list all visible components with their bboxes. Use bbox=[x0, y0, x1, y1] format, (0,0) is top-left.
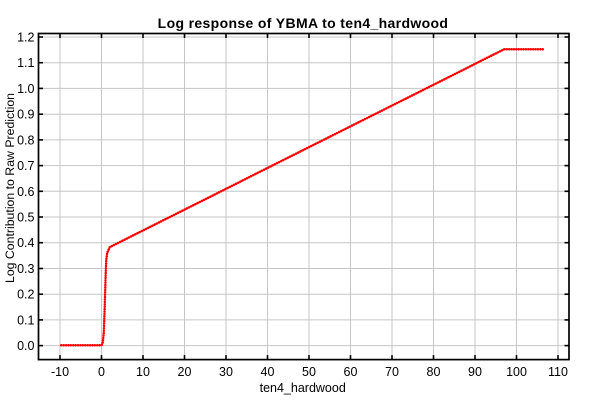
svg-text:30: 30 bbox=[219, 365, 233, 379]
svg-text:80: 80 bbox=[427, 365, 441, 379]
svg-text:0.8: 0.8 bbox=[17, 133, 34, 147]
svg-text:0.7: 0.7 bbox=[17, 159, 34, 173]
svg-text:60: 60 bbox=[344, 365, 358, 379]
svg-text:Log Contribution to Raw Predic: Log Contribution to Raw Prediction bbox=[3, 93, 17, 283]
svg-text:90: 90 bbox=[468, 365, 482, 379]
svg-text:Log response of YBMA to ten4_h: Log response of YBMA to ten4_hardwood bbox=[158, 15, 449, 31]
svg-text:1.2: 1.2 bbox=[17, 31, 34, 45]
svg-text:0.3: 0.3 bbox=[17, 262, 34, 276]
svg-text:1.1: 1.1 bbox=[17, 56, 34, 70]
svg-text:0.5: 0.5 bbox=[17, 211, 34, 225]
svg-text:40: 40 bbox=[261, 365, 275, 379]
svg-text:10: 10 bbox=[136, 365, 150, 379]
svg-text:50: 50 bbox=[302, 365, 316, 379]
svg-text:-10: -10 bbox=[51, 365, 69, 379]
svg-text:0.2: 0.2 bbox=[17, 288, 34, 302]
svg-text:ten4_hardwood: ten4_hardwood bbox=[260, 381, 346, 395]
svg-text:100: 100 bbox=[506, 365, 527, 379]
svg-text:0.9: 0.9 bbox=[17, 108, 34, 122]
svg-text:70: 70 bbox=[385, 365, 399, 379]
svg-text:1.0: 1.0 bbox=[17, 82, 34, 96]
svg-text:0.4: 0.4 bbox=[17, 236, 34, 250]
svg-text:110: 110 bbox=[548, 365, 568, 379]
svg-text:0.6: 0.6 bbox=[17, 185, 34, 199]
svg-text:0.0: 0.0 bbox=[17, 339, 34, 353]
svg-text:0.1: 0.1 bbox=[17, 313, 34, 327]
svg-text:20: 20 bbox=[178, 365, 192, 379]
svg-text:0: 0 bbox=[98, 365, 105, 379]
